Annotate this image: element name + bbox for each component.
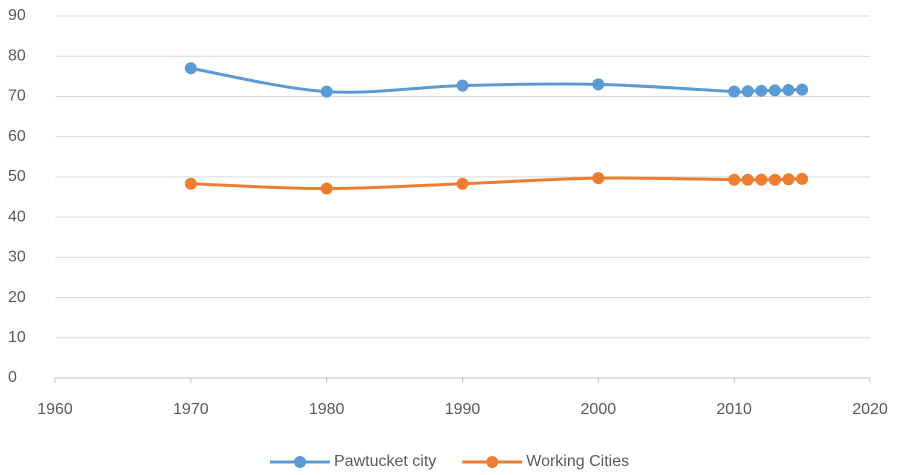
data-point [768, 173, 781, 186]
data-point [184, 62, 197, 75]
x-tick-label: 1980 [309, 401, 345, 418]
y-tick-label: 0 [8, 369, 17, 386]
data-point [782, 84, 795, 97]
legend-label: Working Cities [526, 453, 629, 470]
series-line [190, 66, 803, 94]
y-tick-label: 60 [8, 128, 26, 145]
data-point [592, 172, 605, 185]
data-point [755, 84, 768, 97]
legend-marker [486, 456, 499, 468]
data-point [184, 177, 197, 190]
data-point [768, 84, 781, 97]
data-point [741, 85, 754, 98]
y-tick-label: 30 [8, 249, 26, 266]
data-point [456, 177, 469, 190]
data-point [320, 85, 333, 98]
y-tick-label: 40 [8, 208, 26, 225]
y-tick-label: 70 [8, 88, 26, 105]
y-tick-label: 50 [8, 168, 26, 185]
series-line [190, 176, 803, 191]
data-point [456, 79, 469, 92]
data-point [796, 172, 809, 185]
y-tick-label: 80 [8, 47, 26, 64]
data-point [796, 83, 809, 96]
legend-label: Pawtucket city [334, 453, 436, 470]
x-tick-label: 1960 [37, 401, 73, 418]
x-tick-label: 1970 [173, 401, 209, 418]
x-tick-label: 1990 [445, 401, 481, 418]
data-point [755, 173, 768, 186]
y-tick-label: 20 [8, 289, 26, 306]
data-point [728, 85, 741, 98]
x-tick-label: 2020 [852, 401, 888, 418]
data-point [741, 173, 754, 186]
data-point [782, 173, 795, 186]
data-point [320, 182, 333, 195]
legend-marker [294, 456, 306, 468]
y-tick-label: 90 [8, 7, 26, 24]
data-point [728, 173, 741, 186]
data-point [592, 78, 605, 91]
x-tick-label: 2010 [716, 401, 752, 418]
y-tick-label: 10 [8, 329, 26, 346]
x-tick-label: 2000 [581, 401, 617, 418]
